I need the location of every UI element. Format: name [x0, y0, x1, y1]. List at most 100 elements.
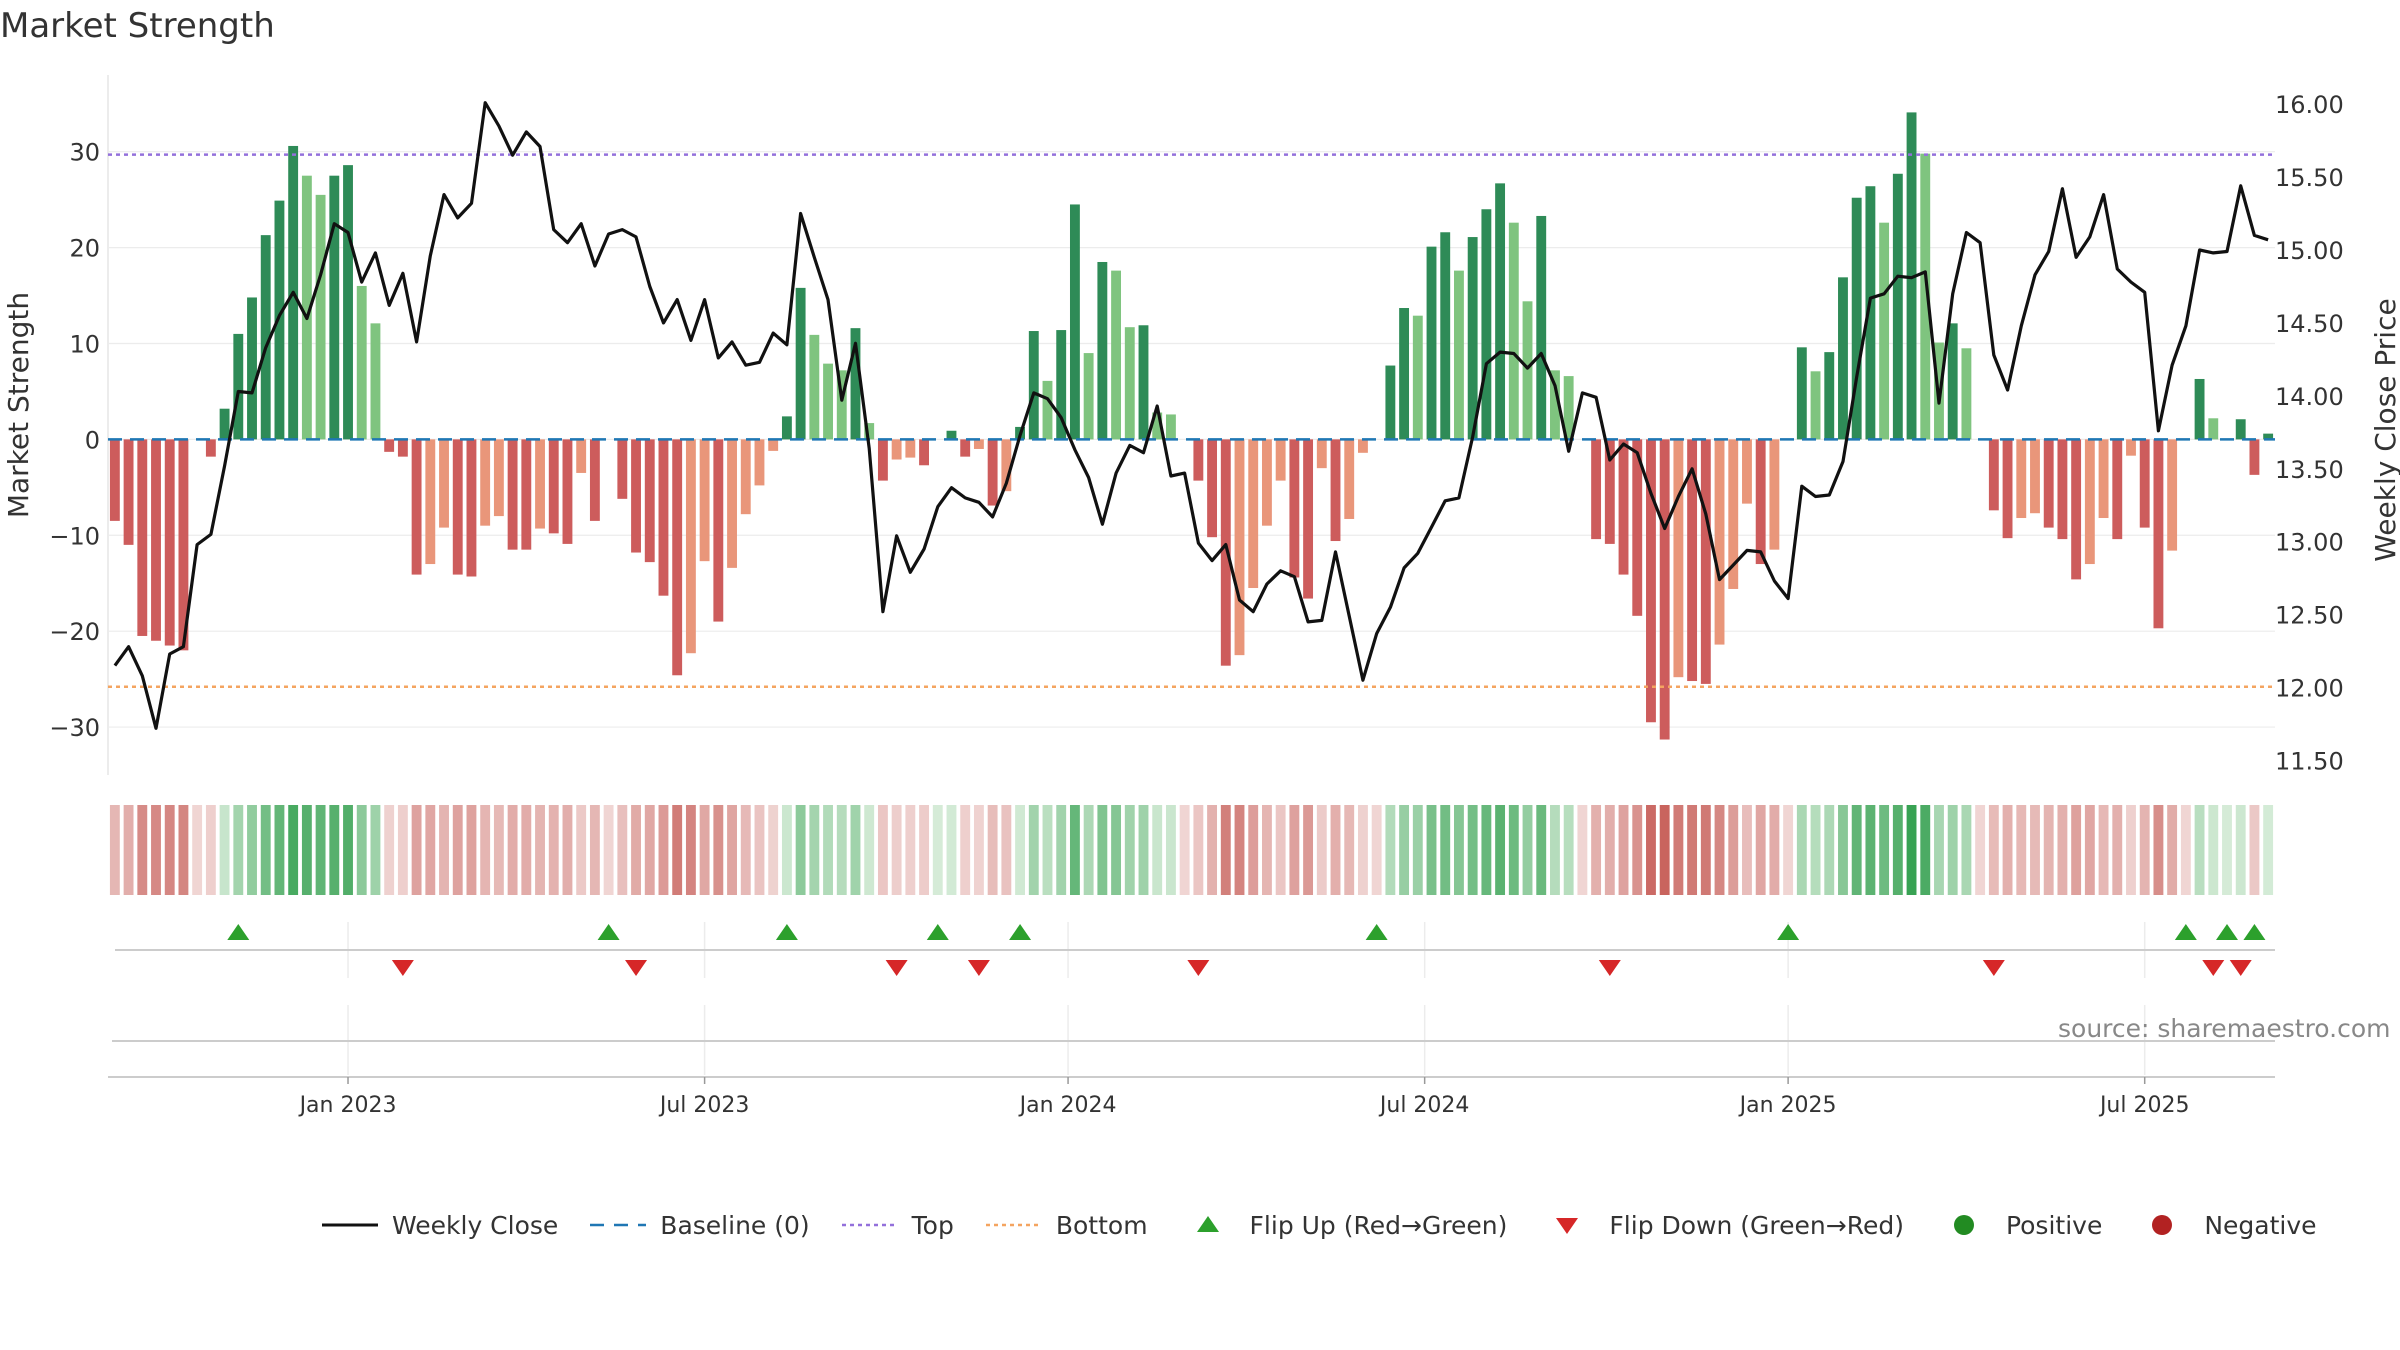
strength-bar	[1920, 153, 1931, 440]
legend-item: Flip Down (Green→Red)	[1537, 1210, 1904, 1240]
strength-bar	[1330, 439, 1341, 542]
strength-bar	[1124, 327, 1135, 440]
strength-bar	[987, 439, 998, 506]
flip-down-marker	[625, 960, 648, 976]
heat-strip-cell	[315, 805, 326, 895]
strength-bar	[1138, 325, 1149, 440]
strength-bar	[631, 439, 641, 553]
flip-down-marker	[391, 960, 414, 976]
heat-strip-cell	[1536, 805, 1547, 895]
heat-strip-cell	[1385, 805, 1396, 895]
legend-item: Positive	[1934, 1210, 2102, 1240]
y2-tick-label: 13.50	[2275, 456, 2344, 484]
legend-marker	[2152, 1215, 2173, 1235]
strength-bar	[1536, 215, 1547, 440]
y2-tick-label: 16.00	[2275, 91, 2344, 119]
strength-bar	[754, 439, 765, 486]
heat-strip-cell	[1303, 805, 1314, 895]
flip-down-marker	[1598, 960, 1621, 976]
heat-strip-cell	[452, 805, 463, 895]
heat-strip-cell	[1906, 805, 1917, 895]
heat-strip-cell	[123, 805, 134, 895]
strength-bar	[1824, 352, 1835, 440]
heat-strip-cell	[1467, 805, 1478, 895]
heat-strip-cell	[603, 805, 614, 895]
heat-strip-cell	[1824, 805, 1835, 895]
strength-bar	[795, 287, 806, 440]
strength-bar	[2153, 439, 2164, 629]
strength-bar	[1358, 439, 1368, 453]
heat-strip-cell	[2043, 805, 2054, 895]
heat-strip-cell	[713, 805, 724, 895]
strength-bar	[151, 439, 161, 641]
strength-bar	[219, 408, 230, 440]
strength-bar	[439, 439, 449, 528]
strength-bar	[1728, 439, 1739, 589]
strength-bar	[1851, 197, 1862, 440]
flip-up-marker	[2243, 924, 2266, 940]
heat-strip-cell	[329, 805, 340, 895]
heat-strip-cell	[1234, 805, 1245, 895]
heat-strip-cell	[1796, 805, 1807, 895]
heat-strip-cell	[1248, 805, 1259, 895]
strength-bar	[480, 439, 491, 526]
strength-bar	[1248, 439, 1259, 589]
heat-strip-cell	[932, 805, 943, 895]
heat-strip-cell	[1618, 805, 1629, 895]
heat-strip-cell	[1193, 805, 1204, 895]
heat-strip-cell	[109, 805, 120, 895]
strength-bar	[1563, 376, 1574, 440]
legend-swatch-tri-down	[1537, 1210, 1597, 1240]
strength-bar	[1303, 439, 1314, 599]
heat-strip-cell	[877, 805, 888, 895]
strength-bar	[1892, 173, 1903, 440]
heat-strip-cell	[1865, 805, 1876, 895]
heat-strip-cell	[535, 805, 545, 895]
heat-strip-cell	[1673, 805, 1684, 895]
legend-swatch-circle	[1934, 1210, 1994, 1240]
legend-swatch-dot	[984, 1210, 1044, 1240]
heat-strip-cell	[1961, 805, 1972, 895]
heat-strip-cell	[233, 805, 244, 895]
heat-strip-cell	[1687, 805, 1698, 895]
strength-bar	[1769, 439, 1780, 550]
strength-bar	[699, 439, 710, 562]
heat-strip-cell	[192, 805, 203, 895]
heat-strip-cell	[1454, 805, 1464, 895]
strength-bar	[850, 328, 861, 440]
strength-bar	[1838, 277, 1848, 440]
flip-down-marker	[2202, 960, 2225, 976]
heat-strip-cell	[1358, 805, 1368, 895]
heat-strip-cell	[1426, 805, 1437, 895]
strength-bar	[1316, 439, 1327, 469]
heat-strip-cell	[1838, 805, 1848, 895]
heat-strip-cell	[356, 805, 367, 895]
heat-strip-cell	[2263, 805, 2274, 895]
strength-bar	[672, 439, 683, 676]
strength-bar	[1234, 439, 1245, 656]
legend-label: Baseline (0)	[660, 1210, 810, 1240]
heat-strip-cell	[919, 805, 929, 895]
strength-bar	[260, 235, 271, 440]
strength-bar	[1426, 246, 1437, 440]
heat-strip-cell	[2030, 805, 2040, 895]
strength-bar	[562, 439, 573, 544]
strength-bar	[2208, 418, 2219, 440]
y2-axis-title: Weekly Close Price	[2369, 298, 2400, 561]
legend-label: Bottom	[1055, 1210, 1148, 1240]
legend-swatch-tri-up	[1178, 1210, 1238, 1240]
strength-bar	[713, 439, 724, 622]
heat-strip-cell	[905, 805, 916, 895]
strength-bar	[1412, 315, 1423, 440]
strength-bar	[576, 439, 587, 473]
strength-bar	[452, 439, 463, 575]
heat-strip-cell	[823, 805, 833, 895]
heat-strip-cell	[2153, 805, 2164, 895]
heat-strip-cell	[2180, 805, 2191, 895]
strength-bar	[1961, 348, 1972, 440]
strength-bar	[1385, 365, 1396, 440]
heat-strip-cell	[164, 805, 175, 895]
heat-strip-cell	[946, 805, 957, 895]
strength-bar	[973, 439, 984, 449]
heat-strip-cell	[1440, 805, 1451, 895]
